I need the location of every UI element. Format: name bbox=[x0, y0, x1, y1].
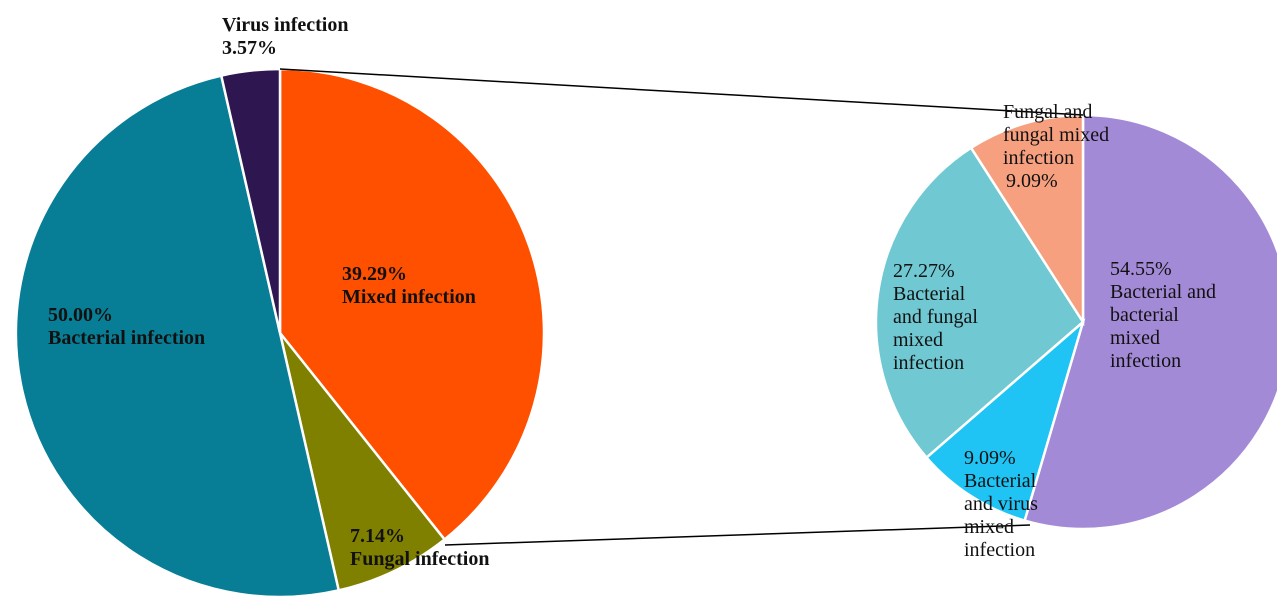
slice-category-label: Virus infection bbox=[222, 14, 349, 36]
pie-slice bbox=[278, 67, 546, 542]
slice-value-label: 54.55% bbox=[1110, 258, 1172, 280]
slice-value-label: 39.29% bbox=[342, 263, 407, 285]
slice-label: 39.29% Mixed infection bbox=[342, 263, 476, 309]
slice-category-label: Mixed infection bbox=[342, 286, 476, 308]
pie-slice bbox=[219, 67, 282, 334]
slice-category-label: Fungal infection bbox=[350, 548, 490, 570]
slice-value-label: 27.27% bbox=[893, 260, 955, 282]
slice-category-label: Bacterial infection bbox=[48, 327, 206, 349]
slice-label: Virus infection 3.57% bbox=[222, 14, 348, 60]
slice-label: 9.09% Bacterial and virus mixed infection bbox=[964, 447, 1038, 562]
pie-slice bbox=[1023, 113, 1277, 531]
slice-value-label: 3.57% bbox=[222, 37, 277, 59]
slice-label: Fungal and fungal mixed infection 9.09% bbox=[1003, 101, 1109, 193]
slice-value-label: 7.14% bbox=[350, 525, 405, 547]
pie-slice bbox=[924, 318, 1086, 523]
slice-label: 27.27% Bacterial and fungal mixed infecti… bbox=[893, 260, 978, 375]
slice-label: 54.55% Bacterial and bacterial mixed infe… bbox=[1110, 258, 1216, 373]
slice-label: 50.00% Bacterial infection bbox=[48, 304, 205, 350]
slice-category-label: Bacterial and fungal mixed infection bbox=[893, 283, 978, 374]
slice-category-label: Bacterial and virus mixed infection bbox=[964, 470, 1038, 561]
slice-category-label: Fungal and fungal mixed infection bbox=[1003, 101, 1110, 169]
slice-value-label: 50.00% bbox=[48, 304, 113, 326]
pie-slice bbox=[14, 74, 341, 597]
pie-slice bbox=[874, 146, 1085, 460]
connector-line bbox=[444, 524, 1031, 546]
pie-slice bbox=[278, 332, 447, 592]
connector-line bbox=[279, 68, 1084, 116]
slice-value-label: 9.09% bbox=[964, 447, 1016, 469]
slice-label: 7.14% Fungal infection bbox=[350, 525, 489, 571]
slice-category-label: Bacterial and bacterial mixed infection bbox=[1110, 281, 1217, 372]
slice-value-label: 9.09% bbox=[1006, 170, 1058, 192]
